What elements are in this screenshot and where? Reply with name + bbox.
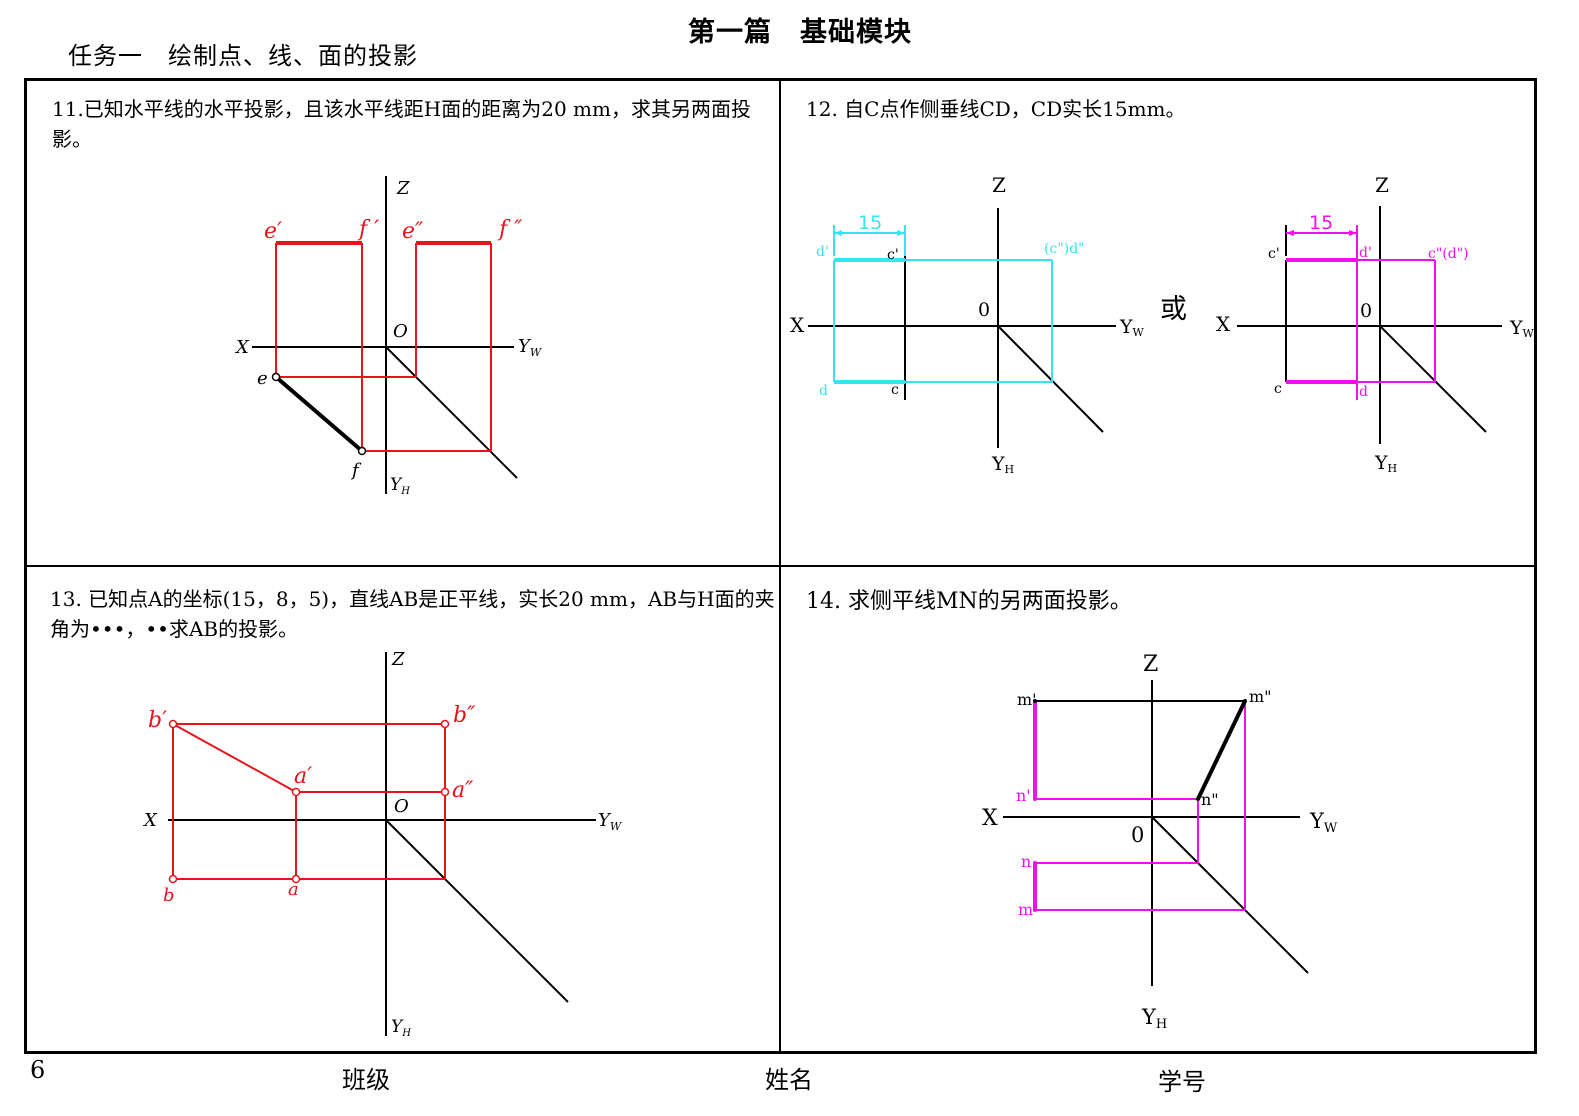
p13-label-x: X: [142, 810, 158, 831]
problem-12-left-diagram: 15 d' c' (c")d" d c Z X 0 YW YH: [790, 173, 1145, 476]
p13-label-yw: YW: [598, 810, 623, 833]
p12-right-o: 0: [1360, 300, 1372, 322]
p14-label-m: m: [1018, 900, 1033, 919]
p11-label-f2: f ″: [497, 217, 523, 242]
p12-right-yh: YH: [1374, 452, 1397, 475]
p14-label-x: X: [982, 806, 998, 831]
p12-left-cd2: (c")d": [1044, 241, 1085, 257]
p13-label-b1: b′: [148, 708, 167, 733]
p11-label-yh: YH: [390, 475, 410, 497]
p14-label-m2: m": [1249, 687, 1272, 706]
p11-label-e: e: [257, 368, 268, 389]
p12-left-d: d: [819, 383, 828, 399]
p13-label-o: O: [394, 796, 409, 817]
name-label: 姓名: [765, 1066, 813, 1094]
p12-left-yw: YW: [1119, 316, 1145, 339]
problem-12-text: 12. 自C点作侧垂线CD，CD实长15mm。: [806, 97, 1186, 121]
p14-label-yw: YW: [1309, 809, 1338, 836]
p12-right-x: X: [1216, 312, 1231, 336]
student-id-label: 学号: [1158, 1068, 1206, 1096]
p13-label-yh: YH: [391, 1017, 411, 1039]
problem-13-diagram: b′ a′ b″ a″ b a Z X O YW YH: [142, 649, 623, 1039]
p12-right-d1: d': [1359, 245, 1372, 261]
p13-label-a2: a″: [452, 778, 474, 803]
p12-left-yh: YH: [991, 453, 1014, 476]
page-number: 6: [30, 1056, 46, 1084]
p12-right-cd2: c"(d"): [1428, 246, 1469, 262]
problem-11-text: 11.已知水平线的水平投影，且该水平线距H面的距离为20 mm，求其另两面投影。: [52, 97, 751, 151]
p14-label-z: Z: [1143, 652, 1158, 677]
p12-left-x: X: [790, 313, 805, 337]
problem-11-diagram: Z X O YW YH e′ f ′ e″ f ″ e f: [234, 176, 543, 497]
p11-45-line: [385, 346, 518, 479]
p11-label-e2: e″: [402, 219, 424, 244]
p13-label-a: a: [288, 879, 299, 900]
problem-14-diagram: m' m" n' n" n m Z X 0 YW YH: [982, 652, 1338, 1032]
p14-label-n2: n": [1201, 790, 1219, 809]
p12-right-yw: YW: [1509, 317, 1535, 340]
p13-label-a1: a′: [294, 764, 312, 789]
p12-left-c1: c': [887, 247, 899, 263]
task-title: 任务一 绘制点、线、面的投影: [68, 42, 418, 70]
problem-12-right-diagram: 15 c' d' c"(d") c d Z X 0 YW YH: [1216, 173, 1535, 475]
p14-side-projection: [1196, 700, 1247, 800]
p11-label-z: Z: [396, 178, 410, 199]
p13-label-b2: b″: [453, 703, 476, 728]
p14-label-yh: YH: [1141, 1005, 1167, 1032]
p12-left-o: 0: [978, 299, 990, 321]
p14-label-m1: m': [1017, 690, 1037, 709]
problem-14-text: 14. 求侧平线MN的另两面投影。: [806, 589, 1132, 614]
p12-left-dim: 15: [858, 212, 882, 234]
p12-left-c: c: [891, 382, 899, 398]
p11-label-x: X: [234, 337, 250, 358]
p11-horizontal-projection: [274, 375, 364, 453]
page-title: 第一篇 基础模块: [688, 17, 912, 48]
p11-label-yw: YW: [518, 336, 543, 359]
p12-or-label: 或: [1160, 294, 1187, 325]
p12-right-c: c: [1274, 381, 1282, 397]
p12-right-c1: c': [1268, 246, 1280, 262]
p11-label-f: f: [350, 460, 362, 481]
p11-label-f1: f ′: [357, 217, 379, 242]
p12-right-dim: 15: [1309, 212, 1333, 234]
p13-label-b: b: [163, 885, 175, 906]
horizontal-divider: [24, 565, 1537, 567]
p11-label-e1: e′: [264, 219, 282, 244]
class-label: 班级: [342, 1066, 390, 1094]
p12-left-z: Z: [992, 173, 1006, 197]
p12-right-d: d: [1359, 384, 1368, 400]
p14-label-n1: n': [1016, 786, 1031, 805]
problem-13-text: 13. 已知点A的坐标(15，8，5)，直线AB是正平线，实长20 mm，AB与…: [50, 587, 775, 641]
p13-label-z: Z: [391, 649, 405, 670]
p11-label-o: O: [393, 321, 408, 342]
p14-label-n: n: [1021, 852, 1031, 871]
p14-label-o: 0: [1131, 823, 1144, 847]
p12-left-d1: d': [816, 244, 829, 260]
p12-right-z: Z: [1375, 173, 1389, 197]
